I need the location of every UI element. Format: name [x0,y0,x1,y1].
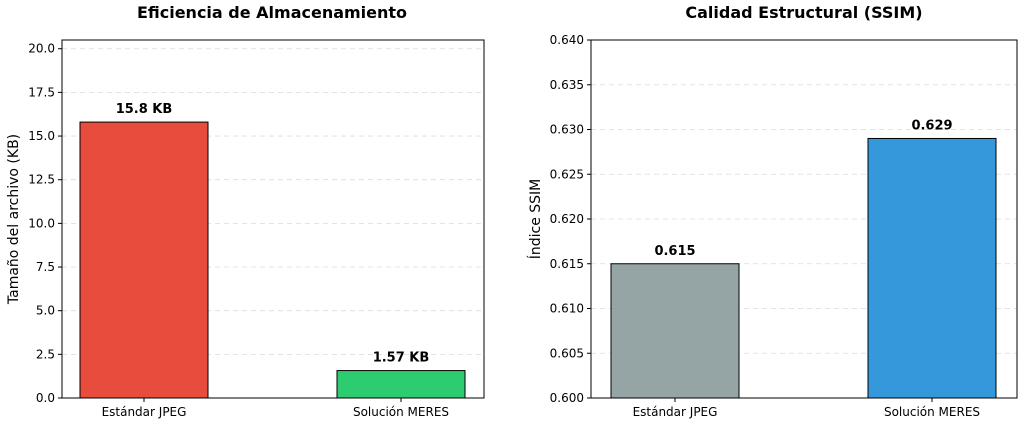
bar-1 [79,121,209,399]
y-tick-label: 10.0 [28,216,55,230]
y-tick-label: 5.0 [36,304,55,318]
y-tick-label: 0.600 [550,391,584,405]
x-tick-label: Estándar JPEG [633,405,718,419]
y-tick-label: 0.640 [550,33,584,47]
y-tick-label: 0.625 [550,167,584,181]
data-label-2: 0.629 [911,118,952,133]
y-tick-label: 0.0 [36,391,55,405]
y-tick-label: 15.0 [28,129,55,143]
bar-2 [867,137,997,399]
y-tick-label: 0.605 [550,346,584,360]
y-tick-label: 0.610 [550,302,584,316]
data-label-1: 15.8 KB [116,102,173,117]
y-tick-label: 2.5 [36,347,55,361]
plot-frame [61,39,485,399]
y-tick-label: 0.620 [550,212,584,226]
bar-1 [610,263,740,399]
chart-title: Eficiencia de Almacenamiento [137,3,407,22]
x-tick-label: Solución MERES [353,405,449,419]
y-axis-label: Índice SSIM [527,179,544,260]
y-tick-label: 0.635 [550,78,584,92]
x-tick-label: Solución MERES [884,405,980,419]
y-tick-label: 0.615 [550,257,584,271]
chart-panel-1: 15.8 KB 1.57 KB 0.0 2.5 5.0 7.5 10.0 12.5 15.0 17… [6,3,485,419]
x-tick-label: Estándar JPEG [102,405,187,419]
chart-panel-2: 0.615 0.629 0.600 0.605 0.610 0.615 0.620 0.625… [527,3,1018,419]
y-tick-label: 0.630 [550,123,584,137]
y-axis-label: Tamaño del archivo (KB) [6,134,22,305]
data-label-1: 0.615 [654,244,695,259]
chart-title: Calidad Estructural (SSIM) [685,3,922,22]
y-tick-label: 12.5 [28,173,55,187]
y-tick-label: 7.5 [36,260,55,274]
bar-2 [336,370,466,399]
data-label-2: 1.57 KB [373,351,430,366]
y-tick-label: 17.5 [28,85,55,99]
y-tick-label: 20.0 [28,42,55,56]
